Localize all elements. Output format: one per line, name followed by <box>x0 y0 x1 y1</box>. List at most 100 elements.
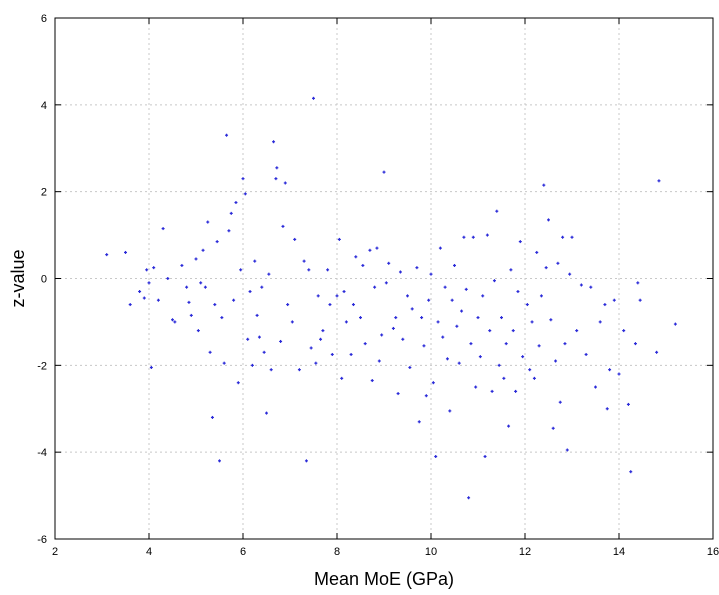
data-point <box>246 337 250 341</box>
data-point <box>253 259 257 263</box>
data-point <box>605 407 609 411</box>
data-point <box>612 298 616 302</box>
data-point <box>570 235 574 239</box>
data-point <box>427 298 431 302</box>
data-point <box>272 140 276 144</box>
data-point <box>312 96 315 100</box>
data-point <box>335 294 339 298</box>
data-point <box>429 272 433 276</box>
data-point <box>250 363 254 367</box>
data-point <box>511 329 515 333</box>
data-point <box>509 268 513 272</box>
data-point <box>502 376 506 380</box>
data-point <box>152 266 156 270</box>
x-tick-label: 10 <box>425 546 437 558</box>
data-point <box>128 303 132 307</box>
data-point <box>199 281 203 285</box>
data-point <box>537 344 541 348</box>
data-point <box>455 324 459 328</box>
data-point <box>445 357 449 361</box>
data-point <box>260 285 264 289</box>
data-point <box>617 372 621 376</box>
data-point <box>124 250 127 254</box>
data-point <box>556 261 560 265</box>
x-tick-label: 6 <box>240 546 246 558</box>
data-point <box>380 333 384 337</box>
data-point <box>206 220 210 224</box>
data-point <box>309 346 313 350</box>
data-point <box>201 248 205 252</box>
data-point <box>608 368 612 372</box>
data-point <box>220 316 224 320</box>
data-point <box>622 329 626 333</box>
data-point <box>481 294 485 298</box>
data-point <box>185 285 189 289</box>
data-point <box>478 355 482 359</box>
data-point <box>655 350 659 354</box>
data-point <box>563 342 567 346</box>
x-tick-label: 8 <box>334 546 340 558</box>
data-point <box>361 263 365 267</box>
data-point <box>194 257 198 261</box>
data-point <box>373 285 377 289</box>
x-axis-label: Mean MoE (GPa) <box>314 569 454 589</box>
data-point <box>579 283 583 287</box>
data-point <box>603 303 607 307</box>
data-point <box>375 246 379 250</box>
data-point <box>525 303 529 307</box>
data-point <box>469 342 473 346</box>
data-point <box>314 361 318 365</box>
data-point <box>241 177 245 181</box>
data-point <box>492 279 496 283</box>
data-point <box>441 335 445 339</box>
data-point <box>187 300 191 304</box>
data-point <box>368 248 372 252</box>
data-point <box>575 329 579 333</box>
data-point <box>275 166 279 170</box>
data-point <box>105 253 109 257</box>
data-point <box>391 326 395 330</box>
data-point <box>161 227 165 231</box>
data-point <box>344 320 348 324</box>
data-point <box>234 201 238 205</box>
data-point <box>636 281 640 285</box>
data-point <box>293 237 297 241</box>
data-point <box>227 229 231 233</box>
data-point <box>438 246 442 250</box>
y-tick-label: 4 <box>41 100 47 112</box>
data-point <box>218 459 221 463</box>
grid <box>55 18 713 539</box>
data-point <box>189 313 193 317</box>
data-point <box>565 448 569 452</box>
data-point <box>528 368 532 372</box>
data-point <box>422 344 426 348</box>
data-point <box>279 339 283 343</box>
data-point <box>274 177 278 181</box>
data-point <box>544 266 548 270</box>
data-point <box>377 359 381 363</box>
y-tick-label: 2 <box>41 187 47 199</box>
data-point <box>340 376 344 380</box>
data-point <box>142 296 146 300</box>
y-tick-label: -6 <box>37 534 47 546</box>
data-point <box>236 381 240 385</box>
data-point <box>551 426 555 430</box>
data-point <box>297 368 301 372</box>
data-point <box>549 318 553 322</box>
data-point <box>138 290 142 294</box>
data-point <box>387 261 391 265</box>
data-point <box>239 268 243 272</box>
data-point <box>554 359 558 363</box>
data-point <box>243 192 247 196</box>
data-point <box>584 352 588 356</box>
data-point <box>568 272 572 276</box>
data-point <box>328 303 332 307</box>
data-point <box>394 316 398 320</box>
data-point <box>337 237 341 241</box>
data-point <box>316 294 320 298</box>
data-point <box>483 455 487 459</box>
data-point <box>633 342 637 346</box>
data-point <box>415 266 419 270</box>
data-point <box>420 316 424 320</box>
data-point <box>203 285 207 289</box>
